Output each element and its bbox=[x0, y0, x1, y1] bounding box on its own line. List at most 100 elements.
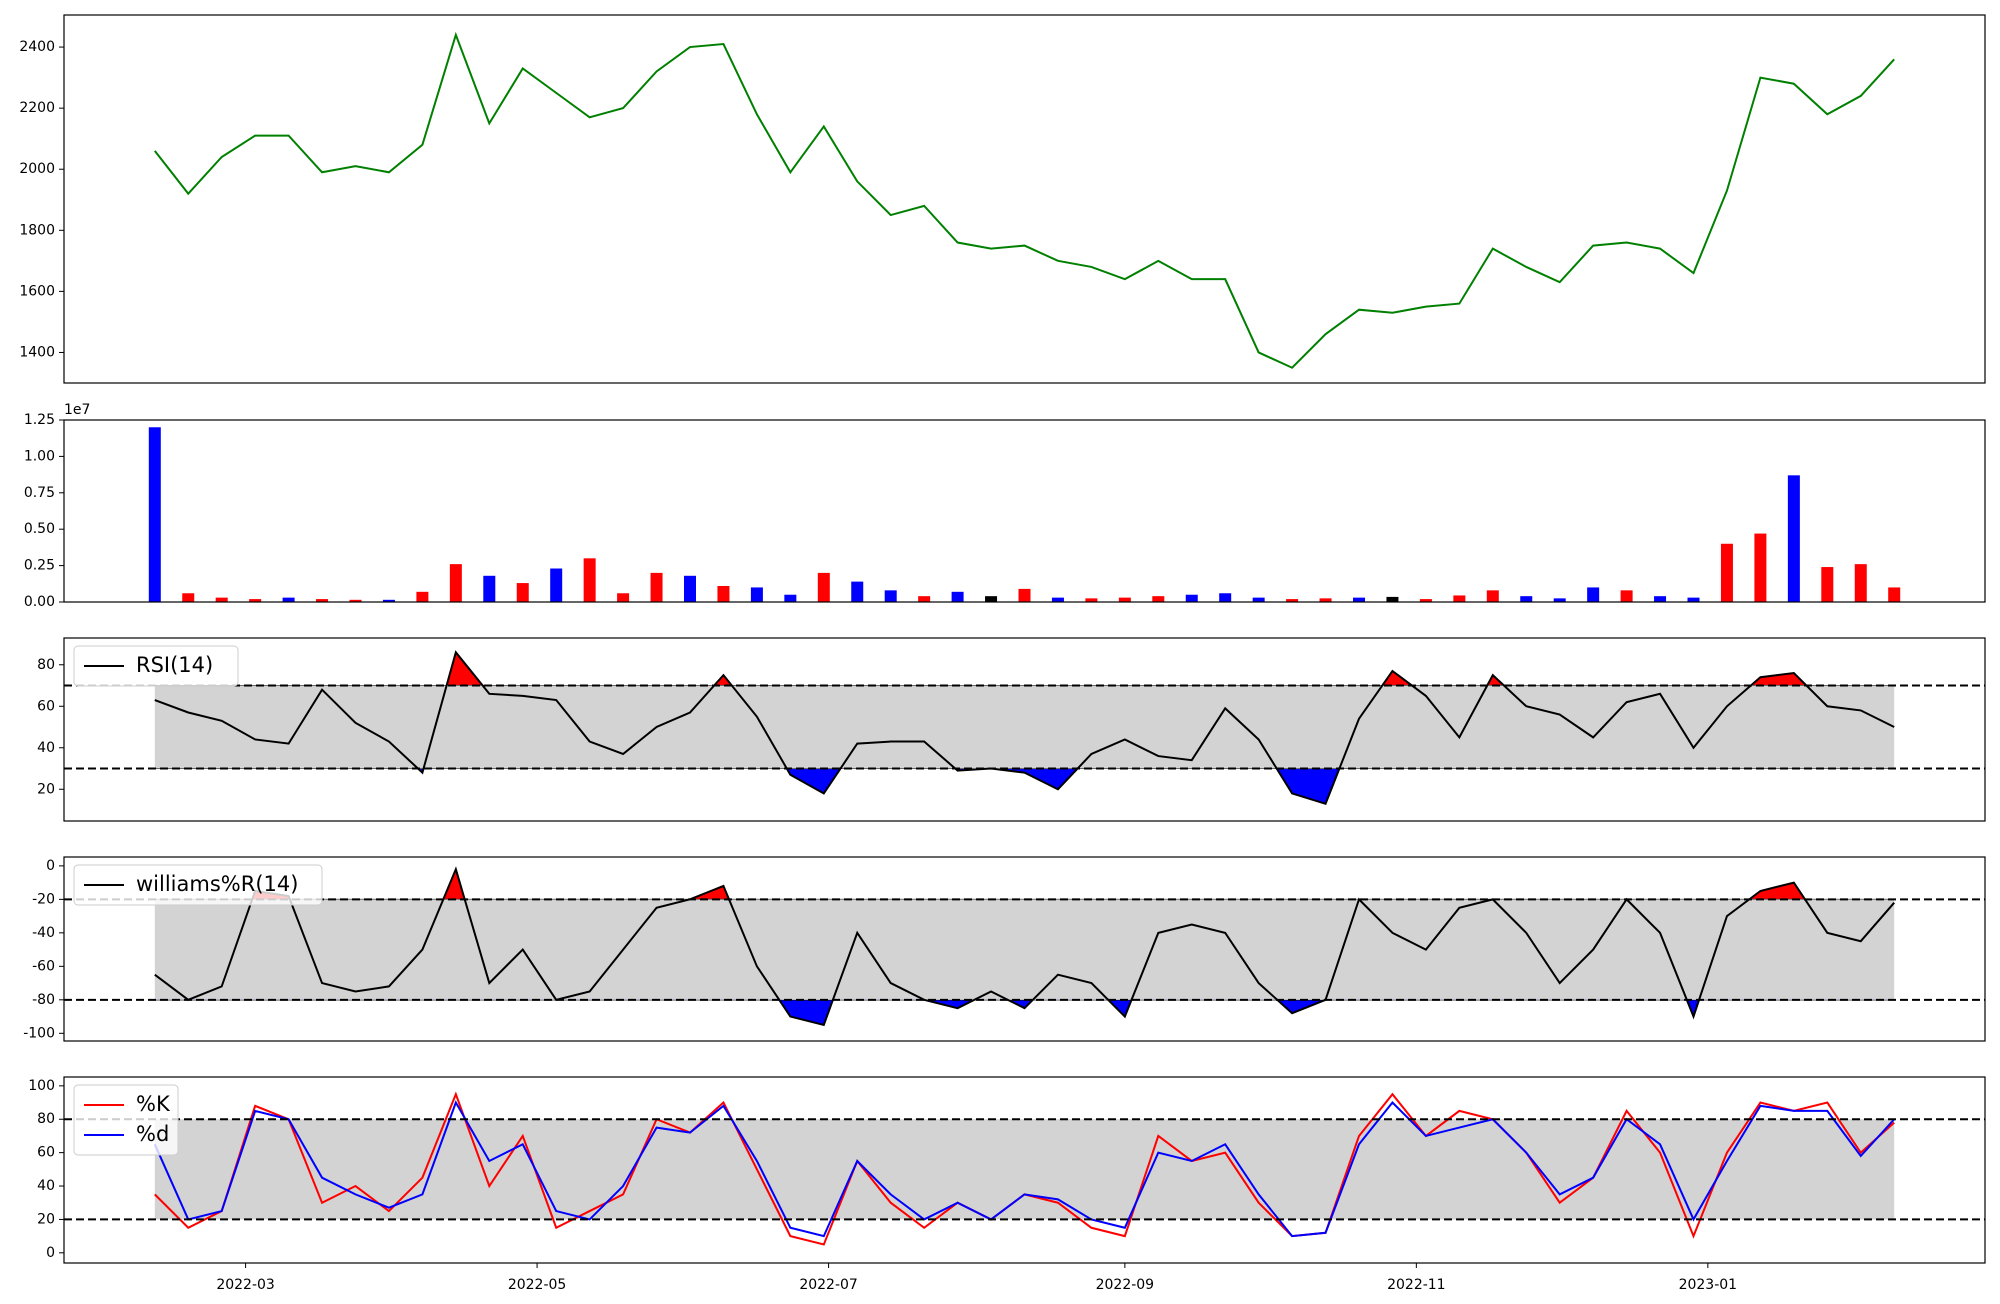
bar bbox=[1219, 593, 1232, 602]
y-tick-label: 20 bbox=[37, 1211, 55, 1227]
y-tick-label: -100 bbox=[23, 1025, 55, 1041]
bar bbox=[1654, 596, 1667, 602]
y-tick-label: -60 bbox=[32, 958, 55, 974]
bar bbox=[449, 564, 462, 602]
bar bbox=[784, 594, 797, 602]
bar bbox=[985, 596, 998, 602]
x-tick-label: 2022-11 bbox=[1387, 1277, 1446, 1293]
bar bbox=[650, 572, 663, 602]
x-tick-label: 2022-03 bbox=[216, 1277, 275, 1293]
bar bbox=[1486, 590, 1499, 602]
line bbox=[153, 1100, 1895, 1238]
bar bbox=[1754, 533, 1767, 602]
y-tick-label: 40 bbox=[37, 1178, 55, 1194]
bar bbox=[1085, 598, 1098, 602]
bar bbox=[516, 583, 529, 602]
y-tick-label: 2400 bbox=[19, 39, 55, 55]
y-tick-label: 20 bbox=[37, 781, 55, 797]
bar bbox=[817, 572, 830, 602]
x-tick-label: 2022-07 bbox=[799, 1277, 858, 1293]
y-tick-label: 0.25 bbox=[24, 558, 55, 574]
bar bbox=[1888, 587, 1901, 602]
bar bbox=[349, 599, 362, 602]
y-tick-label: 0.75 bbox=[24, 485, 55, 501]
line bbox=[154, 650, 1895, 806]
bar bbox=[1152, 596, 1165, 602]
bar bbox=[1319, 598, 1332, 602]
plot-frame bbox=[63, 14, 1986, 384]
y-tick-label: 1600 bbox=[19, 283, 55, 299]
y-tick-label: 60 bbox=[37, 1145, 55, 1161]
bar bbox=[1453, 595, 1466, 602]
y-tick-label: -40 bbox=[32, 925, 55, 941]
legend-label: %K bbox=[136, 1092, 171, 1116]
legend-box bbox=[73, 645, 239, 687]
plot-frame bbox=[63, 637, 1986, 822]
bar bbox=[951, 591, 964, 602]
y-tick-label: 40 bbox=[37, 740, 55, 756]
bar bbox=[316, 599, 329, 602]
bar bbox=[182, 593, 195, 602]
bar bbox=[1252, 597, 1265, 602]
legend-box bbox=[73, 864, 323, 906]
bar bbox=[1687, 597, 1700, 602]
bar bbox=[918, 596, 931, 602]
legend-label: %d bbox=[136, 1122, 169, 1146]
y-tick-label: 2200 bbox=[19, 100, 55, 116]
x-tick-label: 2022-09 bbox=[1096, 1277, 1155, 1293]
bar bbox=[1419, 599, 1432, 602]
bar bbox=[1854, 564, 1867, 602]
band bbox=[154, 685, 1895, 769]
bar bbox=[1821, 567, 1834, 602]
bar bbox=[215, 597, 228, 602]
legend-label: RSI(14) bbox=[136, 653, 213, 677]
bar bbox=[1386, 596, 1399, 602]
plot-frame bbox=[63, 856, 1986, 1042]
bar bbox=[1286, 599, 1299, 602]
y-tick-label: 1400 bbox=[19, 344, 55, 360]
y-tick-label: 0.00 bbox=[24, 594, 55, 610]
y-tick-label: 0 bbox=[46, 1245, 55, 1261]
y-tick-label: 0 bbox=[46, 858, 55, 874]
bar bbox=[1185, 594, 1198, 602]
bar bbox=[750, 587, 763, 602]
bar bbox=[1587, 587, 1600, 602]
bar bbox=[1720, 543, 1733, 602]
bar bbox=[282, 597, 295, 602]
bar bbox=[1018, 588, 1031, 602]
bar bbox=[483, 575, 496, 602]
band bbox=[154, 1119, 1895, 1220]
bar bbox=[717, 585, 730, 602]
bar bbox=[382, 599, 395, 602]
bar bbox=[249, 599, 262, 602]
bar bbox=[884, 590, 897, 602]
y-tick-label: -80 bbox=[32, 992, 55, 1008]
legend-box bbox=[73, 1084, 179, 1156]
y-tick-label: 0.50 bbox=[24, 521, 55, 537]
bar bbox=[1353, 597, 1366, 602]
y-tick-label: 1.00 bbox=[24, 448, 55, 464]
bar bbox=[683, 575, 696, 602]
y-tick-label: -20 bbox=[32, 891, 55, 907]
plot-frame bbox=[63, 1076, 1986, 1264]
bar bbox=[1620, 590, 1633, 602]
x-tick-label: 2022-05 bbox=[508, 1277, 567, 1293]
bar bbox=[1520, 596, 1533, 602]
bar bbox=[1051, 597, 1064, 602]
line bbox=[154, 31, 1895, 369]
y-tick-label: 1.25 bbox=[24, 412, 55, 428]
bar bbox=[1553, 598, 1566, 602]
y-tick-label: 100 bbox=[28, 1078, 55, 1094]
bar bbox=[550, 568, 563, 602]
bar bbox=[851, 581, 864, 602]
x-tick-label: 2023-01 bbox=[1679, 1277, 1738, 1293]
y-tick-label: 60 bbox=[37, 698, 55, 714]
y-tick-label: 1800 bbox=[19, 222, 55, 238]
y-tick-label: 80 bbox=[37, 1111, 55, 1127]
axis-offset: 1e7 bbox=[64, 402, 90, 418]
bar bbox=[148, 427, 161, 602]
plot-frame bbox=[63, 419, 1986, 603]
bar bbox=[617, 593, 630, 602]
bar bbox=[583, 558, 596, 602]
